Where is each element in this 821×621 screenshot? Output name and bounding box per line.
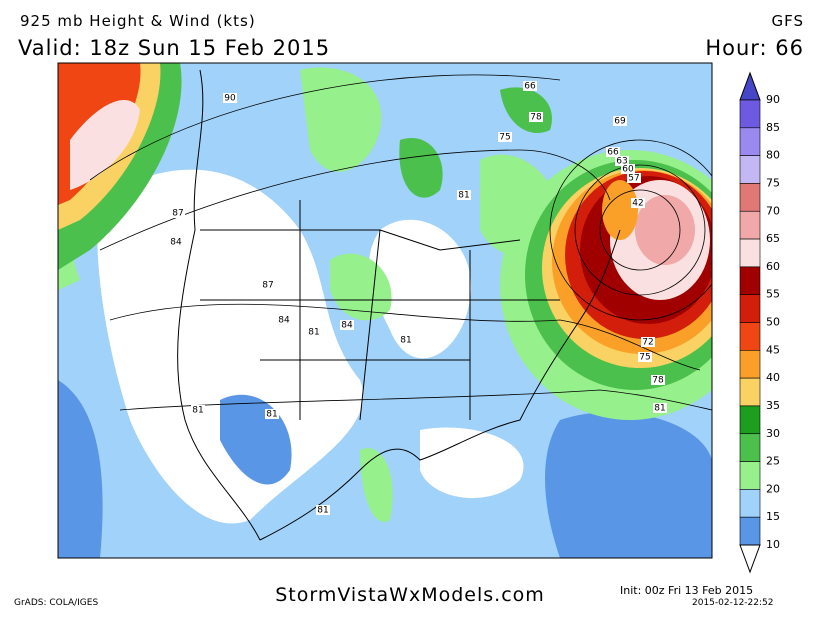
label-box (615, 156, 629, 166)
colorbar-label: 45 (766, 343, 780, 356)
colorbar-label: 35 (766, 399, 780, 412)
colorbar-segment (739, 155, 761, 184)
height-label: 87 (262, 281, 273, 291)
timestamp: 2015-02-12-22:52 (692, 598, 774, 608)
colorbar-label: 40 (766, 371, 780, 384)
colorbar-segment (739, 489, 761, 518)
label-box (191, 405, 205, 415)
label-box (621, 164, 635, 174)
colorbar-segment (739, 433, 761, 462)
label-box (638, 352, 652, 362)
height-label: 81 (192, 406, 203, 416)
colorbar-label: 55 (766, 288, 780, 301)
label-box (631, 198, 645, 208)
colorbar-segment (739, 266, 761, 295)
height-label: 66 (524, 82, 536, 92)
label-box (529, 112, 543, 122)
label-box (641, 337, 655, 347)
label-box (457, 190, 471, 200)
init-time: Init: 00z Fri 13 Feb 2015 (620, 584, 753, 597)
label-box (316, 505, 330, 515)
title: 925 mb Height & Wind (kts) (20, 12, 256, 30)
label-box (606, 147, 620, 157)
colorbar-label: 30 (766, 427, 780, 440)
label-box (627, 173, 641, 183)
colorbar-segment (739, 99, 761, 129)
label-box (261, 280, 275, 290)
colorbar-segment (739, 377, 761, 407)
colorbar-segment (739, 461, 761, 490)
valid-time: Valid: 18z Sun 15 Feb 2015 (18, 36, 330, 60)
model: GFS (771, 12, 804, 30)
colorbar-label: 80 (766, 149, 780, 162)
colorbar-label: 20 (766, 482, 780, 495)
label-box (169, 237, 183, 247)
colorbar-segment (739, 350, 761, 379)
height-label: 72 (642, 338, 653, 348)
colorbar-segment (739, 183, 761, 212)
label-box (613, 116, 627, 126)
height-label: 63 (616, 157, 627, 167)
colorbar-label: 10 (766, 538, 780, 551)
height-label: 84 (170, 238, 182, 248)
label-box (498, 132, 512, 142)
colorbar-label: 90 (766, 93, 780, 106)
colorbar-segment (739, 238, 761, 268)
label-box (307, 327, 321, 337)
colorbar-label: 25 (766, 455, 780, 468)
height-label: 81 (317, 506, 328, 516)
label-box (277, 315, 291, 325)
colorbar-label: 65 (766, 232, 780, 245)
height-label: 87 (172, 209, 183, 219)
height-label: 78 (530, 113, 542, 123)
label-box (223, 93, 237, 103)
height-label: 66 (607, 148, 619, 158)
colorbar: 90 85 80 75 70 65 60 55 50 45 40 35 30 25 20 15 10 (739, 71, 780, 574)
height-label: 81 (266, 410, 277, 420)
height-label: 75 (499, 133, 510, 143)
grads-credit: GrADS: COLA/IGES (14, 598, 98, 608)
label-box (340, 320, 354, 330)
colorbar-segment (739, 405, 761, 435)
height-label: 60 (622, 165, 634, 175)
height-label: 42 (632, 199, 643, 209)
height-label: 78 (652, 376, 664, 386)
height-label: 84 (341, 321, 353, 331)
colorbar-label: 70 (766, 204, 780, 217)
height-label: 84 (278, 316, 290, 326)
colorbar-label: 75 (766, 176, 780, 189)
map-panel: 9087848784818481817875666966636057427275… (57, 62, 713, 559)
label-box (265, 409, 279, 419)
label-box (523, 81, 537, 91)
forecast-hour: Hour: 66 (705, 36, 804, 60)
label-box (651, 375, 665, 385)
colorbar-segment (739, 322, 761, 351)
height-label: 90 (224, 94, 236, 104)
label-box (171, 208, 185, 218)
height-label: 69 (614, 117, 626, 127)
colorbar-segment (739, 516, 761, 546)
height-label: 81 (458, 191, 469, 201)
label-box (653, 403, 667, 413)
height-label: 57 (628, 174, 639, 184)
colorbar-label: 60 (766, 260, 780, 273)
colorbar-top (739, 71, 761, 101)
height-label: 81 (308, 328, 319, 338)
height-label: 81 (654, 404, 665, 414)
label-box (399, 335, 413, 345)
height-label: 81 (400, 336, 411, 346)
colorbar-segment (739, 294, 761, 323)
colorbar-label: 15 (766, 510, 780, 523)
height-label: 75 (639, 353, 650, 363)
site: StormVistaWxModels.com (275, 584, 545, 606)
colorbar-segment (739, 127, 761, 156)
colorbar-label: 50 (766, 316, 780, 329)
colorbar-label: 85 (766, 121, 780, 134)
colorbar-segment (739, 210, 761, 240)
colorbar-bottom (739, 544, 761, 574)
